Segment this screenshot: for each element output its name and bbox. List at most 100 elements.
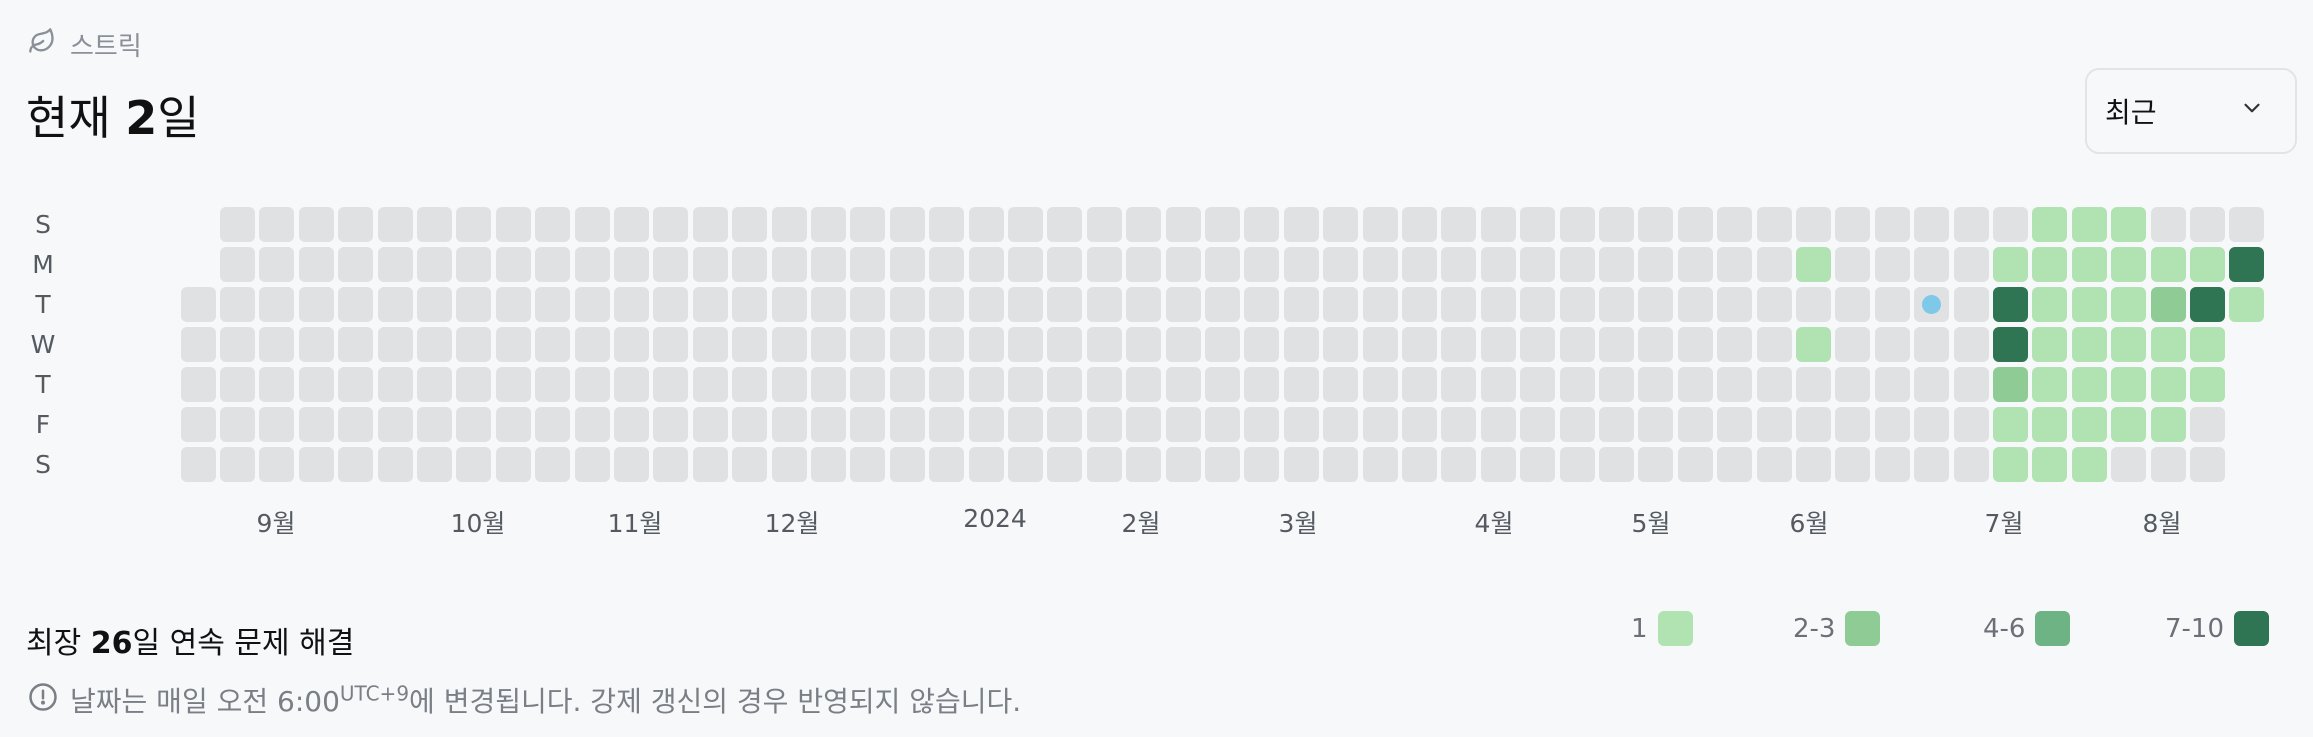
streak-cell[interactable] bbox=[1717, 246, 1753, 282]
streak-cell[interactable] bbox=[495, 246, 531, 282]
streak-cell[interactable] bbox=[1165, 206, 1201, 242]
streak-cell[interactable] bbox=[1598, 366, 1634, 402]
streak-cell[interactable] bbox=[259, 406, 295, 442]
streak-cell[interactable] bbox=[692, 206, 728, 242]
streak-cell[interactable] bbox=[535, 326, 571, 362]
streak-cell[interactable] bbox=[2032, 326, 2068, 362]
streak-cell[interactable] bbox=[2111, 286, 2147, 322]
streak-cell[interactable] bbox=[338, 366, 374, 402]
streak-cell[interactable] bbox=[574, 246, 610, 282]
streak-cell[interactable] bbox=[2032, 246, 2068, 282]
streak-cell[interactable] bbox=[1086, 406, 1122, 442]
streak-cell[interactable] bbox=[2189, 246, 2225, 282]
streak-cell[interactable] bbox=[1598, 406, 1634, 442]
period-dropdown[interactable]: 최근 bbox=[2085, 68, 2297, 154]
streak-cell[interactable] bbox=[2150, 366, 2186, 402]
streak-cell[interactable] bbox=[2071, 206, 2107, 242]
streak-cell[interactable] bbox=[1795, 286, 1831, 322]
streak-cell[interactable] bbox=[1323, 286, 1359, 322]
streak-cell[interactable] bbox=[1835, 326, 1871, 362]
streak-cell[interactable] bbox=[338, 206, 374, 242]
streak-cell[interactable] bbox=[1441, 366, 1477, 402]
streak-cell[interactable] bbox=[1323, 406, 1359, 442]
streak-cell[interactable] bbox=[692, 366, 728, 402]
streak-cell[interactable] bbox=[1677, 326, 1713, 362]
streak-cell[interactable] bbox=[1007, 206, 1043, 242]
streak-cell[interactable] bbox=[338, 286, 374, 322]
streak-cell[interactable] bbox=[1244, 366, 1280, 402]
streak-cell[interactable] bbox=[1204, 326, 1240, 362]
streak-cell[interactable] bbox=[850, 206, 886, 242]
streak-cell[interactable] bbox=[1401, 206, 1437, 242]
streak-cell[interactable] bbox=[1362, 406, 1398, 442]
streak-cell[interactable] bbox=[377, 206, 413, 242]
streak-cell[interactable] bbox=[1914, 366, 1950, 402]
streak-cell[interactable] bbox=[180, 406, 216, 442]
streak-cell[interactable] bbox=[1756, 366, 1792, 402]
streak-cell[interactable] bbox=[1441, 406, 1477, 442]
streak-cell[interactable] bbox=[2111, 206, 2147, 242]
streak-cell[interactable] bbox=[338, 406, 374, 442]
streak-cell[interactable] bbox=[219, 326, 255, 362]
streak-cell[interactable] bbox=[1638, 446, 1674, 482]
streak-cell[interactable] bbox=[1598, 326, 1634, 362]
streak-cell[interactable] bbox=[1401, 406, 1437, 442]
streak-cell[interactable] bbox=[1126, 286, 1162, 322]
streak-cell[interactable] bbox=[456, 406, 492, 442]
streak-cell[interactable] bbox=[1559, 286, 1595, 322]
streak-cell[interactable] bbox=[1795, 446, 1831, 482]
streak-cell[interactable] bbox=[259, 246, 295, 282]
streak-cell[interactable] bbox=[1559, 326, 1595, 362]
streak-cell[interactable] bbox=[1953, 286, 1989, 322]
streak-cell[interactable] bbox=[2111, 406, 2147, 442]
streak-cell[interactable] bbox=[732, 366, 768, 402]
streak-cell[interactable] bbox=[732, 406, 768, 442]
streak-cell[interactable] bbox=[1283, 286, 1319, 322]
streak-cell[interactable] bbox=[968, 206, 1004, 242]
streak-cell[interactable] bbox=[1283, 246, 1319, 282]
streak-cell[interactable] bbox=[456, 446, 492, 482]
streak-cell[interactable] bbox=[1559, 366, 1595, 402]
streak-cell[interactable] bbox=[2032, 286, 2068, 322]
streak-cell[interactable] bbox=[771, 206, 807, 242]
streak-cell[interactable] bbox=[416, 206, 452, 242]
streak-cell[interactable] bbox=[259, 326, 295, 362]
streak-cell[interactable] bbox=[1717, 286, 1753, 322]
streak-cell[interactable] bbox=[1717, 406, 1753, 442]
streak-cell[interactable] bbox=[2032, 406, 2068, 442]
streak-cell[interactable] bbox=[889, 246, 925, 282]
streak-cell[interactable] bbox=[653, 406, 689, 442]
streak-cell[interactable] bbox=[1401, 366, 1437, 402]
streak-cell[interactable] bbox=[771, 446, 807, 482]
streak-cell[interactable] bbox=[771, 406, 807, 442]
streak-cell[interactable] bbox=[1323, 446, 1359, 482]
streak-cell[interactable] bbox=[1204, 206, 1240, 242]
streak-cell[interactable] bbox=[1007, 326, 1043, 362]
streak-cell[interactable] bbox=[574, 206, 610, 242]
streak-cell[interactable] bbox=[810, 246, 846, 282]
streak-cell[interactable] bbox=[889, 326, 925, 362]
streak-cell[interactable] bbox=[1323, 366, 1359, 402]
streak-cell[interactable] bbox=[416, 366, 452, 402]
streak-cell[interactable] bbox=[1362, 206, 1398, 242]
streak-cell[interactable] bbox=[1756, 326, 1792, 362]
streak-cell[interactable] bbox=[1914, 246, 1950, 282]
streak-cell[interactable] bbox=[377, 326, 413, 362]
streak-cell[interactable] bbox=[535, 246, 571, 282]
streak-cell[interactable] bbox=[1992, 206, 2028, 242]
streak-cell[interactable] bbox=[1835, 206, 1871, 242]
streak-cell[interactable] bbox=[929, 366, 965, 402]
streak-cell[interactable] bbox=[1953, 366, 1989, 402]
streak-cell[interactable] bbox=[2150, 246, 2186, 282]
streak-cell[interactable] bbox=[1874, 206, 1910, 242]
streak-cell[interactable] bbox=[1283, 206, 1319, 242]
streak-cell[interactable] bbox=[1835, 406, 1871, 442]
streak-cell[interactable] bbox=[1756, 406, 1792, 442]
streak-cell[interactable] bbox=[2032, 446, 2068, 482]
streak-cell[interactable] bbox=[377, 446, 413, 482]
streak-cell[interactable] bbox=[929, 206, 965, 242]
streak-cell[interactable] bbox=[1007, 446, 1043, 482]
streak-cell[interactable] bbox=[2071, 286, 2107, 322]
streak-cell[interactable] bbox=[1086, 246, 1122, 282]
streak-cell[interactable] bbox=[495, 286, 531, 322]
